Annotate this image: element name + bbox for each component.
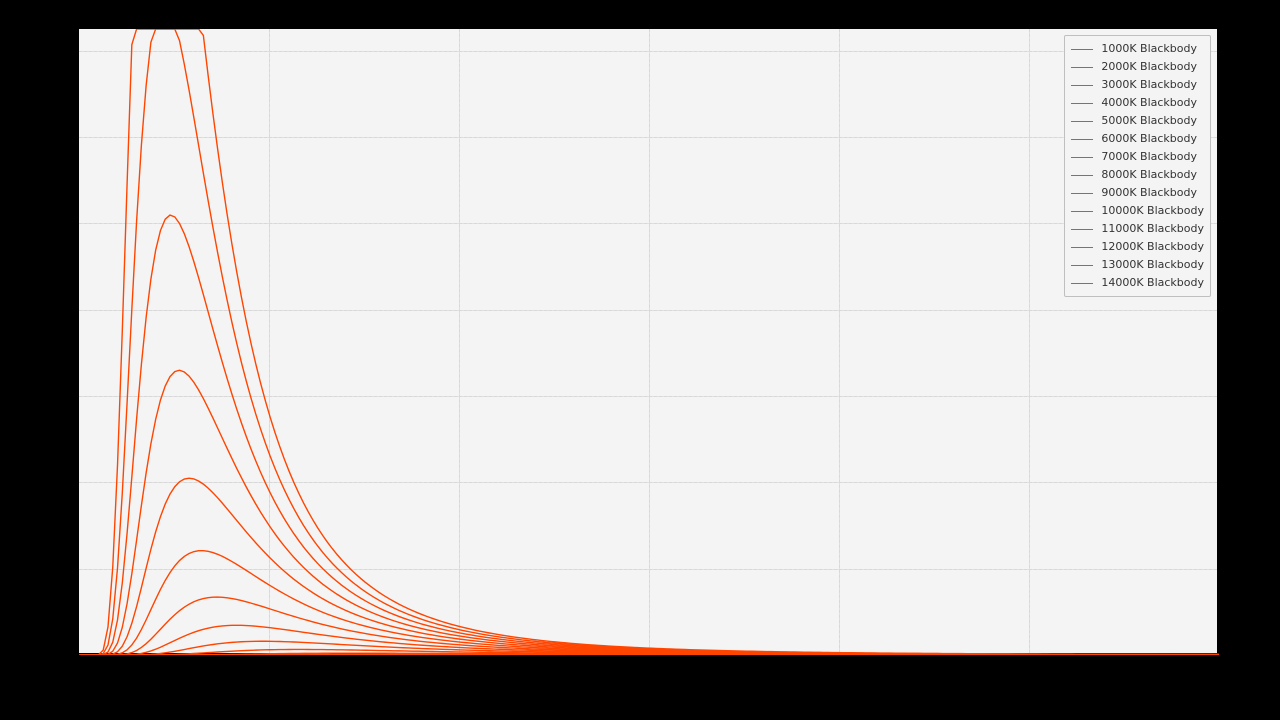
- legend-label: 13000K Blackbody: [1101, 256, 1204, 274]
- legend-label: 12000K Blackbody: [1101, 238, 1204, 256]
- legend-item: 3000K Blackbody: [1071, 76, 1204, 94]
- legend-swatch-icon: [1071, 247, 1093, 248]
- line-chart: [79, 29, 1219, 655]
- legend-label: 6000K Blackbody: [1101, 130, 1197, 148]
- legend-swatch-icon: [1071, 49, 1093, 50]
- legend-item: 5000K Blackbody: [1071, 112, 1204, 130]
- plot-area: 1000K Blackbody2000K Blackbody3000K Blac…: [78, 28, 1218, 654]
- series-11000K: [79, 370, 1219, 655]
- legend: 1000K Blackbody2000K Blackbody3000K Blac…: [1064, 35, 1211, 297]
- series-12000K: [79, 215, 1219, 655]
- legend-swatch-icon: [1071, 67, 1093, 68]
- legend-swatch-icon: [1071, 175, 1093, 176]
- legend-label: 14000K Blackbody: [1101, 274, 1204, 292]
- legend-item: 13000K Blackbody: [1071, 256, 1204, 274]
- legend-item: 7000K Blackbody: [1071, 148, 1204, 166]
- legend-item: 2000K Blackbody: [1071, 58, 1204, 76]
- legend-swatch-icon: [1071, 283, 1093, 284]
- legend-item: 12000K Blackbody: [1071, 238, 1204, 256]
- legend-label: 9000K Blackbody: [1101, 184, 1197, 202]
- legend-swatch-icon: [1071, 229, 1093, 230]
- legend-swatch-icon: [1071, 193, 1093, 194]
- legend-item: 10000K Blackbody: [1071, 202, 1204, 220]
- legend-swatch-icon: [1071, 85, 1093, 86]
- legend-item: 14000K Blackbody: [1071, 274, 1204, 292]
- legend-item: 11000K Blackbody: [1071, 220, 1204, 238]
- legend-swatch-icon: [1071, 139, 1093, 140]
- legend-swatch-icon: [1071, 211, 1093, 212]
- legend-item: 6000K Blackbody: [1071, 130, 1204, 148]
- series-10000K: [79, 478, 1219, 655]
- legend-swatch-icon: [1071, 265, 1093, 266]
- legend-label: 10000K Blackbody: [1101, 202, 1204, 220]
- legend-label: 1000K Blackbody: [1101, 40, 1197, 58]
- legend-item: 1000K Blackbody: [1071, 40, 1204, 58]
- legend-item: 4000K Blackbody: [1071, 94, 1204, 112]
- legend-label: 3000K Blackbody: [1101, 76, 1197, 94]
- legend-label: 4000K Blackbody: [1101, 94, 1197, 112]
- legend-item: 9000K Blackbody: [1071, 184, 1204, 202]
- series-14000K: [79, 29, 1219, 655]
- figure-canvas: 1000K Blackbody2000K Blackbody3000K Blac…: [0, 0, 1280, 720]
- legend-swatch-icon: [1071, 103, 1093, 104]
- legend-swatch-icon: [1071, 157, 1093, 158]
- legend-label: 2000K Blackbody: [1101, 58, 1197, 76]
- legend-label: 5000K Blackbody: [1101, 112, 1197, 130]
- legend-label: 8000K Blackbody: [1101, 166, 1197, 184]
- legend-swatch-icon: [1071, 121, 1093, 122]
- legend-label: 7000K Blackbody: [1101, 148, 1197, 166]
- legend-label: 11000K Blackbody: [1101, 220, 1204, 238]
- legend-item: 8000K Blackbody: [1071, 166, 1204, 184]
